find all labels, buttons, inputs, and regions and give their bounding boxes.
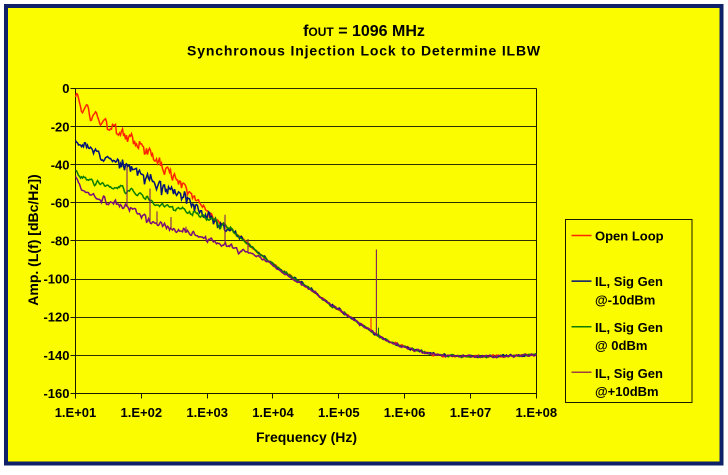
svg-text:1.E+07: 1.E+07 [450,405,492,420]
svg-text:-140: -140 [43,348,69,363]
svg-text:1.E+08: 1.E+08 [516,405,558,420]
svg-text:-160: -160 [43,386,69,401]
svg-text:-120: -120 [43,310,69,325]
svg-text:Synchronous Injection Lock to: Synchronous Injection Lock to Determine … [187,42,541,58]
svg-text:1.E+04: 1.E+04 [252,405,294,420]
svg-text:IL, Sig Gen: IL, Sig Gen [595,274,663,289]
svg-text:-40: -40 [51,157,70,172]
svg-text:1.E+03: 1.E+03 [186,405,228,420]
svg-text:@+10dBm: @+10dBm [595,384,659,399]
svg-text:1.E+01: 1.E+01 [55,405,97,420]
svg-text:IL, Sig Gen: IL, Sig Gen [595,366,663,381]
svg-text:-80: -80 [51,234,70,249]
svg-text:1.E+05: 1.E+05 [318,405,360,420]
svg-text:@-10dBm: @-10dBm [595,292,655,307]
svg-text:1.E+02: 1.E+02 [121,405,163,420]
svg-text:fOUT = 1096 MHz: fOUT = 1096 MHz [303,23,425,40]
svg-text:-20: -20 [51,119,70,134]
svg-text:@ 0dBm: @ 0dBm [595,338,647,353]
svg-text:Frequency (Hz): Frequency (Hz) [256,429,357,445]
svg-text:Open Loop: Open Loop [595,229,664,244]
svg-text:-100: -100 [43,272,69,287]
svg-text:0: 0 [62,81,69,96]
svg-text:Amp. (L(f) [dBc/Hz]): Amp. (L(f) [dBc/Hz]) [25,174,41,305]
svg-text:1.E+06: 1.E+06 [384,405,426,420]
svg-text:IL, Sig Gen: IL, Sig Gen [595,320,663,335]
svg-text:-60: -60 [51,196,70,211]
